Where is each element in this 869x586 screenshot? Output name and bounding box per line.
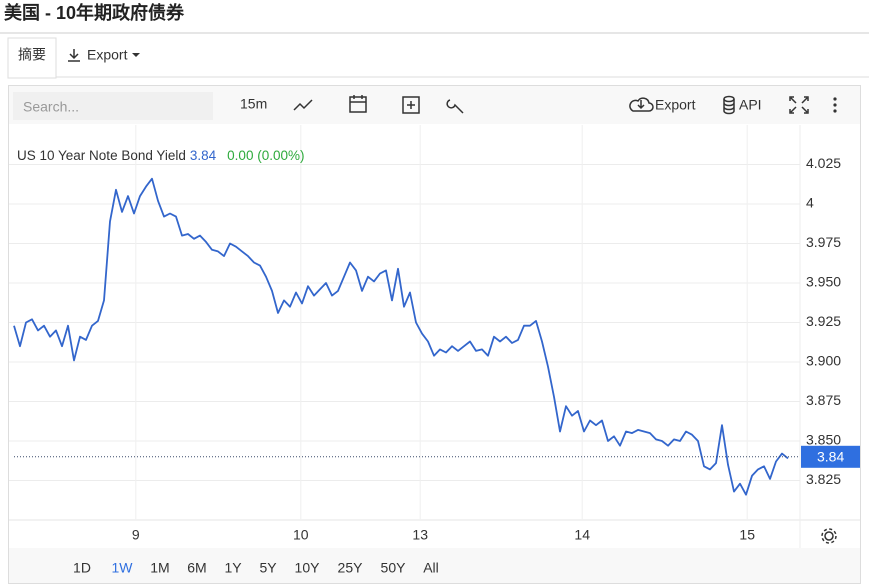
range-button[interactable]: 1D <box>73 560 91 576</box>
chart-type-icon[interactable] <box>293 99 313 111</box>
toolbar-api[interactable]: API <box>739 97 762 113</box>
interval[interactable]: 15m <box>240 96 267 112</box>
search-box[interactable] <box>13 92 213 120</box>
x-tick-label: 10 <box>293 527 309 543</box>
range-button[interactable]: 5Y <box>259 560 277 576</box>
calendar-icon[interactable] <box>349 95 367 113</box>
gear-icon[interactable] <box>821 528 837 544</box>
settings-icon[interactable] <box>446 99 464 114</box>
y-tick-label: 3.975 <box>806 234 841 250</box>
caret <box>132 53 140 57</box>
y-tick-label: 3.850 <box>806 432 841 448</box>
y-tick-label: 4.025 <box>806 155 841 171</box>
tab-export[interactable]: Export <box>87 47 128 63</box>
tab-summary-box[interactable] <box>7 37 57 79</box>
range-bar <box>9 548 860 583</box>
range-button[interactable]: 1Y <box>224 560 242 576</box>
price-line <box>13 177 789 496</box>
last-value-box <box>801 445 860 468</box>
y-tick-label: 3.950 <box>806 274 841 290</box>
y-tick-label: 3.875 <box>806 392 841 408</box>
chart-frame <box>8 85 861 584</box>
page-title: 美国 - 10年期政府债券 <box>4 2 185 23</box>
y-tick-label: 3.900 <box>806 353 841 369</box>
x-tick-label: 9 <box>132 527 140 543</box>
legend-change: 0.00 (0.00%) <box>227 148 304 163</box>
range-button[interactable]: 25Y <box>338 560 364 576</box>
fullscreen-icon[interactable] <box>789 96 809 114</box>
range-button[interactable]: 1W <box>112 560 134 576</box>
toolbar-export[interactable]: Export <box>655 97 696 113</box>
search-placeholder[interactable]: Search... <box>23 99 79 115</box>
y-tick-label: 3.925 <box>806 313 841 329</box>
grid <box>9 125 800 520</box>
legend: US 10 Year Note Bond Yield 3.84 0.00 (0.00… <box>17 148 304 163</box>
range-button[interactable]: 1M <box>150 560 169 576</box>
legend-name: US 10 Year Note Bond Yield <box>17 148 186 163</box>
range-button[interactable]: 6M <box>187 560 206 576</box>
range-button[interactable]: 10Y <box>295 560 321 576</box>
x-tick-label: 13 <box>412 527 428 543</box>
x-tick-label: 14 <box>574 527 590 543</box>
x-tick-label: 15 <box>739 527 755 543</box>
range-button[interactable]: All <box>423 560 439 576</box>
y-tick-label: 4 <box>806 195 814 211</box>
tab-summary[interactable]: 摘要 <box>18 47 46 63</box>
more-icon[interactable] <box>833 97 837 113</box>
range-button[interactable]: 50Y <box>381 560 407 576</box>
add-icon[interactable] <box>402 96 420 114</box>
api-icon[interactable] <box>723 95 735 115</box>
download-icon <box>68 49 80 62</box>
export-icon[interactable] <box>629 97 654 112</box>
legend-value: 3.84 <box>190 148 217 163</box>
y-tick-label: 3.825 <box>806 471 841 487</box>
last-value-label: 3.84 <box>817 449 844 465</box>
